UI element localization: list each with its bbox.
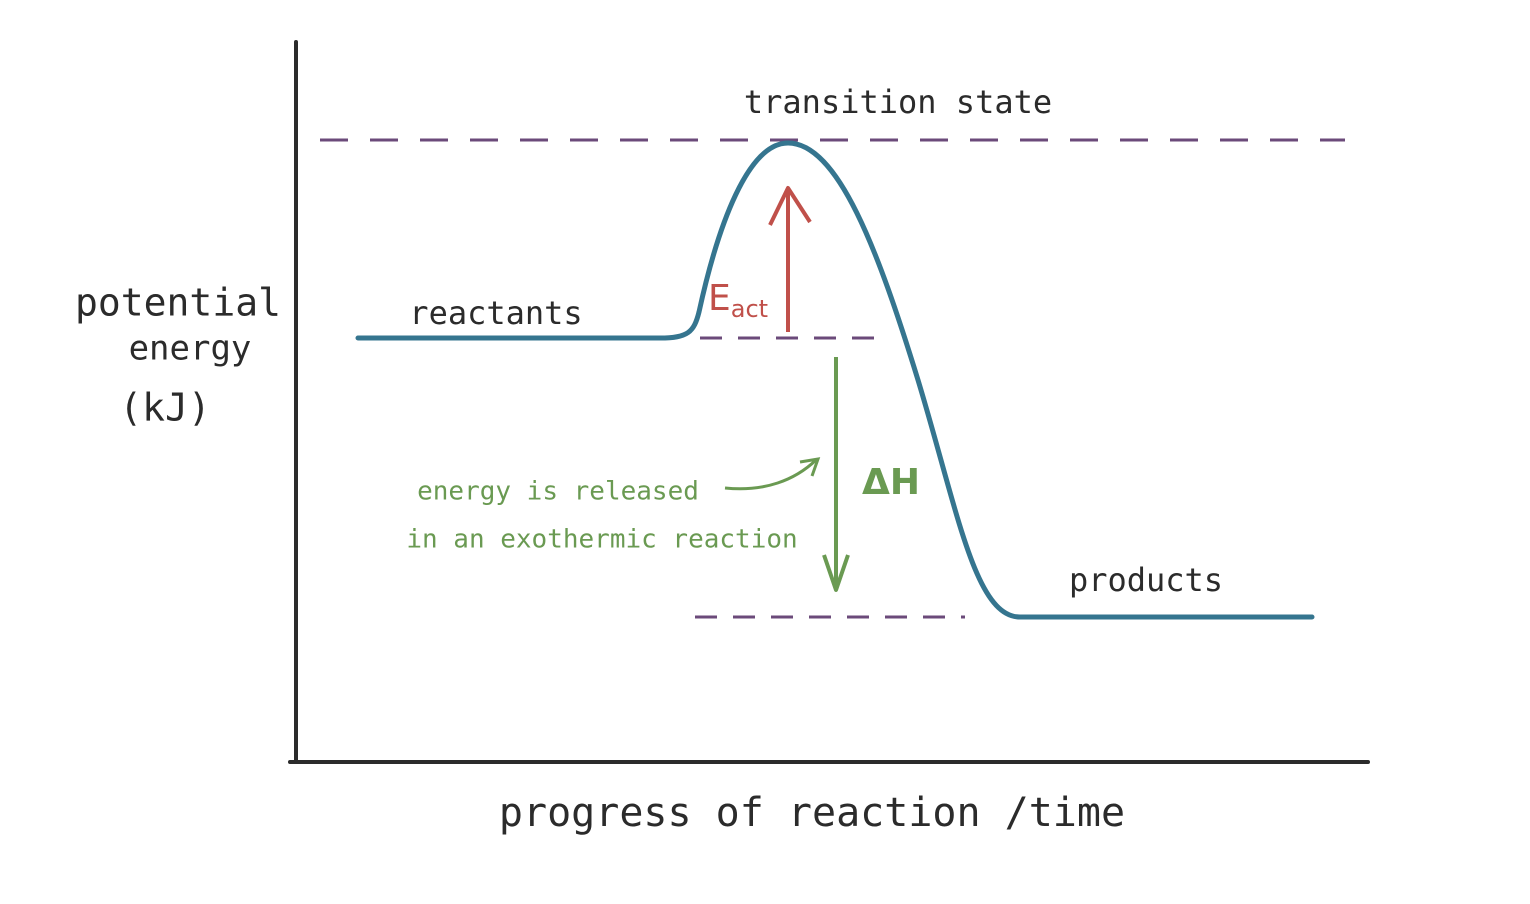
y-axis-label: energy <box>129 329 252 369</box>
annotation-arrowhead <box>799 457 821 477</box>
activation-subscript: act <box>731 295 768 323</box>
annotation-arrow <box>724 458 818 491</box>
enthalpy-label: ΔH <box>862 462 920 503</box>
transition-state-label: transition state <box>744 83 1052 121</box>
energy-curve <box>355 140 1315 620</box>
enthalpy-arrowhead <box>822 554 850 592</box>
activation-energy-label: Eact <box>708 278 768 323</box>
products-label: products <box>1069 561 1223 599</box>
activation-symbol: E <box>708 278 731 319</box>
y-axis-label: (kJ) <box>119 386 211 430</box>
x-axis-label: progress of reaction /time <box>499 790 1125 836</box>
annotation-line: in an exothermic reaction <box>406 525 797 555</box>
activation-arrowhead <box>768 186 812 226</box>
reactants-label: reactants <box>409 294 582 332</box>
y-axis-label: potential <box>75 281 281 325</box>
annotation-line: energy is released <box>417 477 699 507</box>
